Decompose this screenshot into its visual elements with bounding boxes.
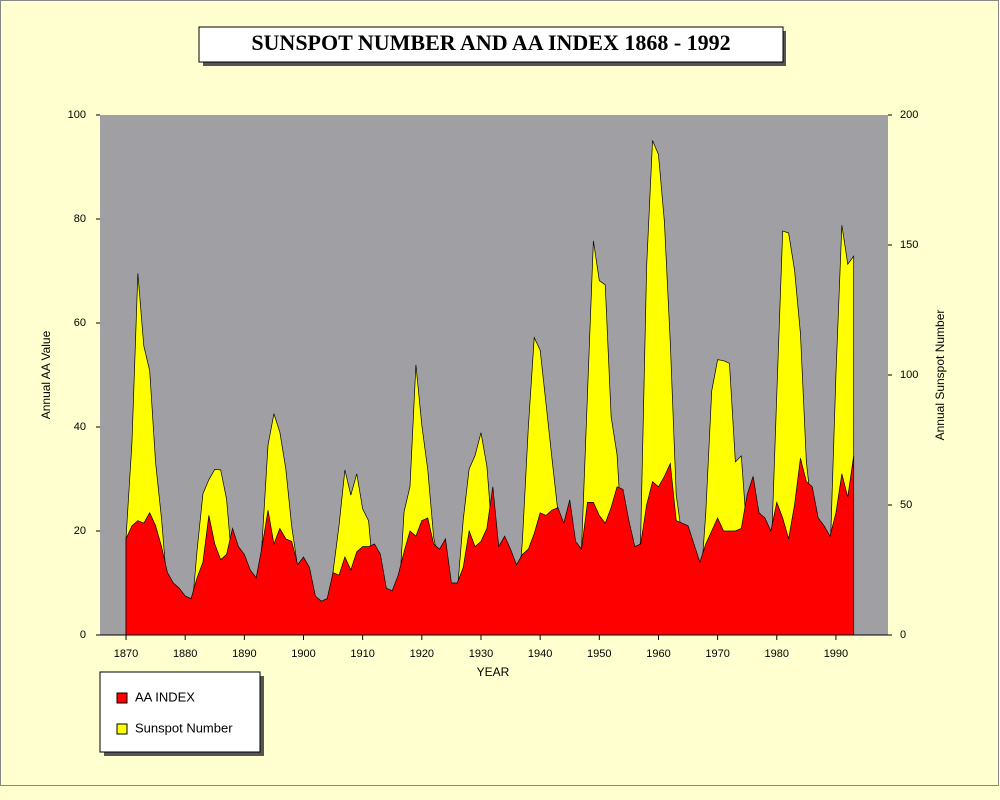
legend-label: AA INDEX: [135, 689, 195, 704]
x-tick-label: 1940: [528, 648, 552, 660]
legend-box: [99, 671, 261, 753]
y-axis-label: Annual AA Value: [39, 330, 53, 419]
x-tick-label: 1950: [587, 648, 611, 660]
x-tick-label: 1970: [705, 648, 729, 660]
area: [125, 455, 855, 636]
y2-axis-label: Annual Sunspot Number: [933, 310, 947, 441]
chart-title: SUNSPOT NUMBER AND AA INDEX 1868 - 1992: [251, 30, 730, 55]
x-tick-label: 1930: [469, 648, 493, 660]
y2-tick-label: 200: [900, 109, 918, 121]
y2-tick-label: 150: [900, 239, 918, 251]
x-tick-label: 1980: [765, 648, 789, 660]
y-tick-label: 60: [74, 317, 86, 329]
x-tick-label: 1870: [114, 648, 138, 660]
title-box: [198, 26, 784, 63]
legend-label: Sunspot Number: [135, 720, 233, 735]
y-tick-label: 100: [68, 109, 86, 121]
y-tick-label: 80: [74, 213, 86, 225]
legend-swatch: [116, 692, 128, 704]
x-axis-label: YEAR: [477, 665, 510, 679]
x-tick-label: 1960: [646, 648, 670, 660]
x-tick-label: 1990: [824, 648, 848, 660]
x-tick-label: 1900: [291, 648, 315, 660]
y2-tick-label: 50: [900, 499, 912, 511]
y-tick-label: 40: [74, 421, 86, 433]
y-tick-label: 0: [80, 629, 86, 641]
y2-tick-label: 100: [900, 369, 918, 381]
x-tick-label: 1910: [350, 648, 374, 660]
x-tick-label: 1920: [410, 648, 434, 660]
x-tick-label: 1890: [232, 648, 256, 660]
y-tick-label: 20: [74, 525, 86, 537]
legend-swatch: [116, 723, 128, 735]
y2-tick-label: 0: [900, 629, 906, 641]
x-tick-label: 1880: [173, 648, 197, 660]
